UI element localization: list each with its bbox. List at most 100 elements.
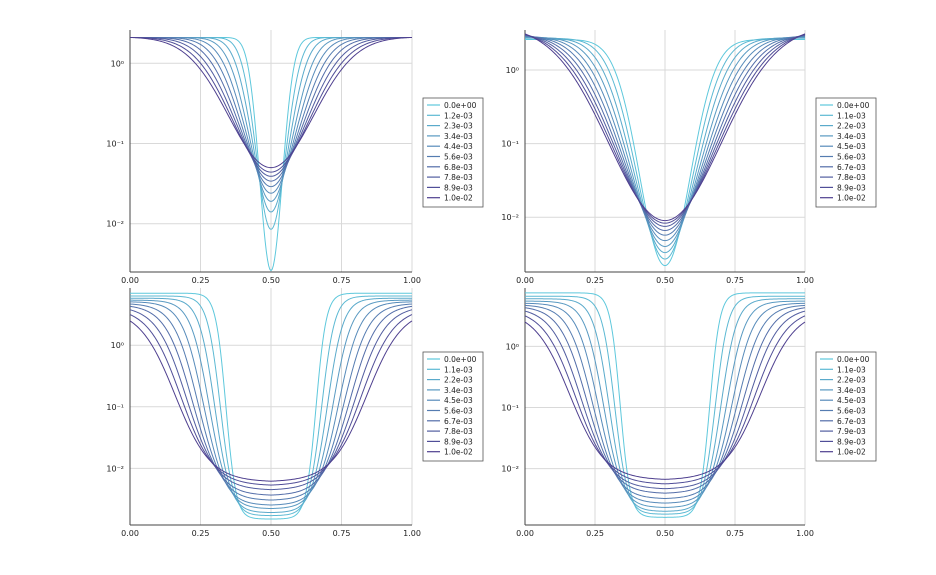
- series-line-7.8e-03: [129, 309, 413, 491]
- subplot-bottom-right: 0.00 0.25 0.50 0.75 1.0010⁰10⁻¹10⁻²0.0e+001.…: [501, 288, 877, 538]
- legend-label: 4.5e-03: [444, 396, 473, 405]
- legend-label: 0.0e+00: [444, 101, 477, 110]
- legend-label: 4.5e-03: [837, 396, 866, 405]
- series-line-4.5e-03: [129, 301, 413, 506]
- legend-label: 6.7e-03: [837, 163, 866, 172]
- legend-label: 1.1e-03: [444, 365, 473, 374]
- series-line-1.1e-03: [525, 295, 805, 515]
- x-tick-label: 0.00: [121, 529, 139, 538]
- legend-label: 1.1e-03: [837, 365, 866, 374]
- series-line-0.0e+00: [130, 292, 412, 520]
- series-line-4.5e-03: [524, 302, 806, 504]
- y-tick-label: 10⁻²: [106, 464, 124, 473]
- series-line-6.7e-03: [524, 34, 806, 231]
- legend-label: 7.8e-03: [444, 173, 473, 182]
- x-tick-label: 0.75: [333, 276, 351, 285]
- legend-label: 8.9e-03: [444, 183, 473, 192]
- series-line-8.9e-03: [129, 36, 413, 173]
- legend-label: 8.9e-03: [837, 437, 866, 446]
- y-tick-label: 10⁰: [111, 59, 124, 68]
- legend-label: 3.4e-03: [444, 386, 473, 395]
- legend-label: 5.6e-03: [837, 407, 866, 416]
- x-tick-label: 0.75: [726, 529, 744, 538]
- legend-label: 6.8e-03: [444, 163, 473, 172]
- legend-label: 7.8e-03: [837, 173, 866, 182]
- legend-label: 8.9e-03: [837, 183, 866, 192]
- series-line-5.6e-03: [130, 36, 412, 188]
- x-tick-label: 0.50: [656, 276, 674, 285]
- y-tick-label: 10⁻¹: [106, 139, 124, 148]
- series-line-3.4e-03: [129, 299, 413, 510]
- legend-label: 6.7e-03: [444, 417, 473, 426]
- series-line-8.9e-03: [524, 33, 806, 224]
- legend-label: 2.2e-03: [837, 122, 866, 131]
- series-line-4.5e-03: [524, 36, 806, 242]
- legend-label: 1.0e-02: [444, 194, 473, 203]
- series-line-6.8e-03: [130, 36, 412, 182]
- legend-label: 2.2e-03: [837, 376, 866, 385]
- series-line-4.4e-03: [130, 36, 412, 194]
- x-tick-label: 1.00: [796, 529, 814, 538]
- legend-box: [422, 97, 484, 208]
- series-line-7.9e-03: [524, 310, 806, 490]
- series-line-1.0e-02: [129, 36, 413, 169]
- series-line-0.0e+00: [525, 292, 805, 518]
- legend-label: 2.2e-03: [444, 376, 473, 385]
- x-tick-label: 0.75: [726, 276, 744, 285]
- legend-label: 2.3e-03: [444, 122, 473, 131]
- series-line-6.7e-03: [129, 305, 413, 496]
- series-line-1.1e-03: [130, 295, 412, 517]
- series-line-5.6e-03: [524, 304, 806, 499]
- series-line-1.0e-02: [524, 321, 806, 480]
- x-tick-label: 0.25: [586, 529, 604, 538]
- y-tick-label: 10⁰: [506, 342, 519, 351]
- series-line-1.1e-03: [525, 37, 805, 260]
- legend-label: 1.0e-02: [837, 448, 866, 457]
- x-tick-label: 1.00: [796, 276, 814, 285]
- series-line-2.2e-03: [525, 37, 805, 254]
- legend-label: 0.0e+00: [837, 101, 870, 110]
- legend-label: 5.6e-03: [444, 407, 473, 416]
- x-tick-label: 0.50: [656, 529, 674, 538]
- subplot-top-left: 0.00 0.25 0.50 0.75 1.0010⁰10⁻¹10⁻²0.0e+001.…: [106, 30, 484, 285]
- legend-label: 7.9e-03: [837, 427, 866, 436]
- legend-label: 3.4e-03: [837, 386, 866, 395]
- series-line-7.8e-03: [129, 36, 413, 177]
- legend-label: 4.5e-03: [837, 142, 866, 151]
- series-line-3.4e-03: [524, 36, 806, 247]
- series-line-5.6e-03: [524, 35, 806, 236]
- legend-label: 3.4e-03: [837, 132, 866, 141]
- legend-label: 4.4e-03: [444, 142, 473, 151]
- series-line-3.4e-03: [524, 300, 806, 508]
- y-tick-label: 10⁰: [506, 66, 519, 75]
- legend-label: 1.2e-03: [444, 111, 473, 120]
- y-tick-label: 10⁻¹: [501, 404, 519, 413]
- x-tick-label: 0.00: [516, 276, 534, 285]
- legend-label: 0.0e+00: [444, 355, 477, 364]
- legend-label: 1.0e-02: [837, 194, 866, 203]
- y-tick-label: 10⁻²: [106, 220, 124, 229]
- x-tick-label: 0.50: [262, 276, 280, 285]
- series-line-8.9e-03: [129, 314, 413, 486]
- legend-box: [815, 351, 877, 462]
- x-tick-label: 0.25: [586, 276, 604, 285]
- x-tick-label: 0.50: [262, 529, 280, 538]
- subplot-bottom-left: 0.00 0.25 0.50 0.75 1.0010⁰10⁻¹10⁻²0.0e+001.…: [106, 288, 484, 538]
- x-tick-label: 0.25: [192, 529, 210, 538]
- legend-label: 5.6e-03: [444, 153, 473, 162]
- y-tick-label: 10⁻²: [501, 213, 519, 222]
- series-line-5.6e-03: [129, 303, 413, 501]
- x-tick-label: 0.75: [333, 529, 351, 538]
- x-tick-label: 0.00: [121, 276, 139, 285]
- series-line-2.2e-03: [130, 297, 412, 514]
- series-line-1.0e-02: [524, 33, 806, 222]
- x-tick-label: 1.00: [403, 529, 421, 538]
- x-tick-label: 0.00: [516, 529, 534, 538]
- legend-label: 3.4e-03: [444, 132, 473, 141]
- x-tick-label: 1.00: [403, 276, 421, 285]
- legend-label: 7.8e-03: [444, 427, 473, 436]
- legend-label: 1.1e-03: [837, 111, 866, 120]
- legend-label: 8.9e-03: [444, 437, 473, 446]
- legend-label: 6.7e-03: [837, 417, 866, 426]
